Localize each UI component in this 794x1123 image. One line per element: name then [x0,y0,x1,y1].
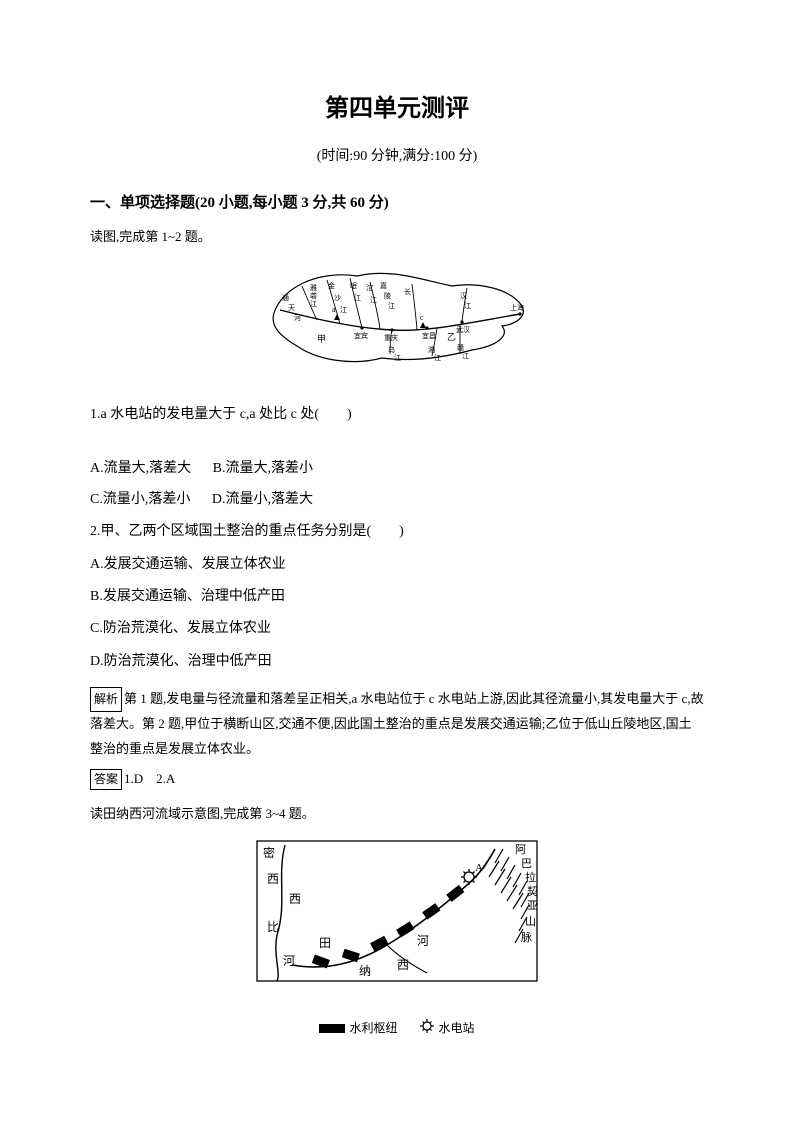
svg-text:A: A [475,862,483,874]
svg-text:契: 契 [527,884,538,898]
svg-text:江: 江 [370,296,377,304]
legend-station-label: 水电站 [439,1020,475,1034]
svg-text:山: 山 [525,915,536,928]
answer-label: 答案 [90,769,122,790]
svg-text:乌: 乌 [388,345,395,354]
answer-block: 答案1.D 2.A [90,769,704,790]
svg-text:雅: 雅 [310,283,317,292]
svg-text:沙: 沙 [334,294,341,302]
q1-opt-c: C.流量小,落差小 [90,489,190,511]
svg-text:江: 江 [388,302,395,310]
intro-2: 读田纳西河流域示意图,完成第 3~4 题。 [90,804,704,825]
q2-opt-a: A.发展交通运输、发展立体农业 [90,554,704,576]
q1-opt-a: A.流量大,落差大 [90,458,191,480]
svg-text:江: 江 [340,306,347,314]
analysis-text: 第 1 题,发电量与径流量和落差呈正相关,a 水电站位于 c 水电站上游,因此其… [90,691,704,755]
svg-text:宜昌: 宜昌 [422,331,436,340]
q1-stem: 1.a 水电站的发电量大于 c,a 处比 c 处( ) [90,404,704,426]
svg-text:陵: 陵 [384,291,391,300]
svg-text:c: c [420,313,424,322]
svg-text:甲: 甲 [317,334,326,344]
svg-text:巴: 巴 [521,858,532,870]
svg-text:江: 江 [462,352,469,360]
subtitle: (时间:90 分钟,满分:100 分) [90,146,704,168]
svg-text:沱: 沱 [366,283,373,292]
intro-1: 读图,完成第 1~2 题。 [90,227,704,248]
analysis-label: 解析 [90,687,122,712]
svg-text:天: 天 [288,304,295,312]
map-figure-2: A 密 西 西 比 河 田 纳 西 河 阿 [90,835,704,1040]
svg-text:江: 江 [464,302,471,310]
q2-opt-d: D.防治荒漠化、治理中低产田 [90,651,704,673]
q1-opt-b: B.流量大,落差小 [213,458,313,480]
svg-text:西: 西 [289,892,301,906]
map2-legend: 水利枢纽 水电站 [90,1018,704,1040]
svg-text:拉: 拉 [525,870,536,884]
q1-options-row2: C.流量小,落差小 D.流量小,落差大 [90,489,704,511]
svg-text:亚: 亚 [527,900,538,912]
map2-label-mi: 密 [263,845,275,860]
svg-text:a: a [332,305,336,314]
svg-text:宜宾: 宜宾 [354,331,368,340]
svg-text:河: 河 [417,934,429,948]
svg-text:武汉: 武汉 [456,325,470,334]
svg-text:江: 江 [310,300,317,308]
svg-text:岷: 岷 [350,281,357,290]
q1-opt-d: D.流量小,落差大 [212,489,313,511]
answer-text: 1.D 2.A [124,771,175,786]
svg-text:乙: 乙 [447,332,456,342]
q2-opt-b: B.发展交通运输、治理中低产田 [90,586,704,608]
legend-dam-label: 水利枢纽 [349,1020,397,1034]
section-header: 一、单项选择题(20 小题,每小题 3 分,共 60 分) [90,191,704,215]
svg-text:西: 西 [397,958,409,972]
analysis-block: 解析第 1 题,发电量与径流量和落差呈正相关,a 水电站位于 c 水电站上游,因… [90,687,704,761]
q1-options-row1: A.流量大,落差大 B.流量大,落差小 [90,458,704,480]
svg-text:江: 江 [394,354,401,362]
svg-text:嘉: 嘉 [380,281,387,290]
svg-text:田: 田 [319,936,331,950]
svg-text:通: 通 [282,293,289,302]
svg-text:砻: 砻 [310,291,317,300]
page-title: 第四单元测评 [90,90,704,128]
legend-station-icon [419,1018,435,1040]
svg-text:河: 河 [283,954,295,968]
svg-text:江: 江 [354,294,361,302]
svg-text:河: 河 [294,314,301,322]
q2-stem: 2.甲、乙两个区域国土整治的重点任务分别是( ) [90,521,704,543]
svg-text:汉: 汉 [460,292,467,300]
q2-opt-c: C.防治荒漠化、发展立体农业 [90,618,704,640]
svg-text:湘: 湘 [428,345,435,354]
svg-text:比: 比 [267,920,279,934]
svg-text:长: 长 [404,287,411,296]
svg-text:金: 金 [328,281,335,290]
legend-dam-icon [319,1024,345,1033]
svg-text:阿: 阿 [515,843,526,856]
svg-text:赣: 赣 [457,343,464,352]
svg-text:西: 西 [267,872,279,886]
svg-text:江: 江 [434,354,441,362]
svg-text:重庆: 重庆 [384,333,398,342]
svg-text:脉: 脉 [521,930,532,944]
svg-text:纳: 纳 [359,964,371,978]
svg-text:上海: 上海 [510,303,524,312]
map-figure-1: 甲 乙 a c 通 天 河 雅 砻 江 金 沙 江 岷 江 沱 江 嘉 陵 江 … [90,258,704,386]
